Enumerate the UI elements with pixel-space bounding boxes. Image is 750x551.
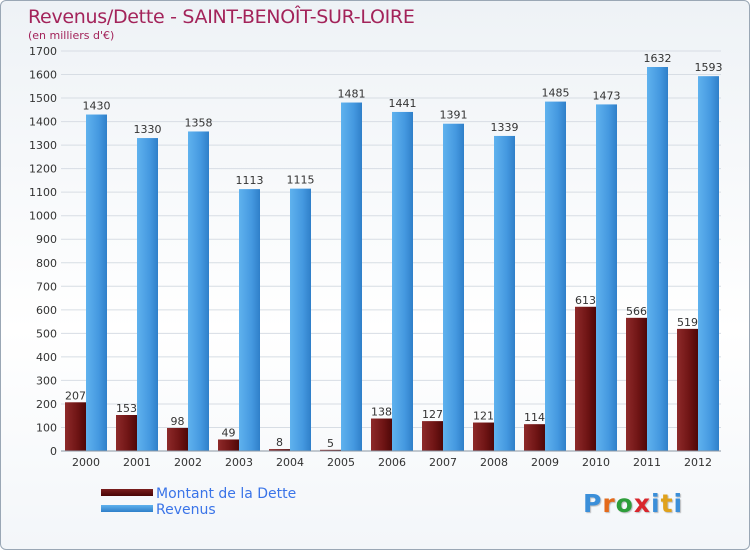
x-tick-label: 2007 xyxy=(429,456,457,469)
bar-dette xyxy=(575,306,596,451)
y-tick-label: 1100 xyxy=(29,186,57,199)
x-tick-label: 2003 xyxy=(225,456,253,469)
data-label-revenus: 1115 xyxy=(287,174,315,187)
bar-dette xyxy=(167,427,188,451)
chart-subtitle: (en milliers d'€) xyxy=(28,29,115,42)
proxiti-logo: Proxiti xyxy=(583,489,683,518)
data-label-revenus: 1339 xyxy=(491,121,519,134)
logo-letter: i xyxy=(651,489,661,518)
x-tick-label: 2000 xyxy=(72,456,100,469)
data-label-dette: 49 xyxy=(222,426,236,439)
y-tick-label: 1000 xyxy=(29,210,57,223)
x-tick-label: 2001 xyxy=(123,456,151,469)
data-label-revenus: 1632 xyxy=(644,52,672,65)
data-label-dette: 613 xyxy=(575,294,596,307)
bar-dette xyxy=(218,439,239,451)
data-label-dette: 114 xyxy=(524,411,545,424)
bar-revenus xyxy=(239,189,260,451)
data-label-dette: 121 xyxy=(473,410,494,423)
bar-revenus xyxy=(698,76,719,452)
data-label-dette: 207 xyxy=(65,389,86,402)
data-label-dette: 519 xyxy=(677,316,698,329)
legend-label-dette: Montant de la Dette xyxy=(156,486,297,502)
bar-dette xyxy=(269,449,290,451)
x-tick-label: 2011 xyxy=(633,456,661,469)
data-label-revenus: 1593 xyxy=(695,61,723,74)
bar-revenus xyxy=(137,138,158,451)
data-label-revenus: 1391 xyxy=(440,109,468,122)
y-tick-label: 1300 xyxy=(29,139,57,152)
x-tick-label: 2004 xyxy=(276,456,304,469)
bar-revenus xyxy=(188,131,209,451)
legend-swatch-revenus xyxy=(101,505,153,512)
logo-letter: x xyxy=(633,489,651,518)
y-tick-label: 0 xyxy=(50,445,57,458)
y-tick-label: 500 xyxy=(36,327,57,340)
bar-dette xyxy=(320,449,341,451)
y-tick-label: 400 xyxy=(36,351,57,364)
bar-dette xyxy=(677,328,698,451)
x-tick-label: 2009 xyxy=(531,456,559,469)
data-label-dette: 138 xyxy=(371,406,392,419)
bar-revenus xyxy=(443,123,464,452)
legend-swatch-dette xyxy=(101,489,153,496)
bar-revenus xyxy=(596,104,617,451)
y-tick-label: 1200 xyxy=(29,163,57,176)
bar-dette xyxy=(473,422,494,451)
y-tick-label: 200 xyxy=(36,398,57,411)
data-label-revenus: 1430 xyxy=(83,100,111,113)
bar-revenus xyxy=(86,114,107,451)
x-tick-label: 2002 xyxy=(174,456,202,469)
bar-revenus xyxy=(494,135,515,452)
x-tick-label: 2006 xyxy=(378,456,406,469)
legend-label-revenus: Revenus xyxy=(156,502,216,518)
y-tick-label: 1500 xyxy=(29,92,57,105)
data-label-revenus: 1330 xyxy=(134,123,162,136)
logo-letter: i xyxy=(673,489,684,518)
bar-dette xyxy=(524,424,545,451)
y-tick-label: 1600 xyxy=(29,69,57,82)
bar-dette xyxy=(65,402,86,451)
y-tick-label: 700 xyxy=(36,280,57,293)
bar-dette xyxy=(371,418,392,451)
y-tick-label: 1700 xyxy=(29,45,57,58)
data-label-dette: 153 xyxy=(116,402,137,415)
y-tick-label: 100 xyxy=(36,421,57,434)
y-tick-label: 300 xyxy=(36,374,57,387)
x-tick-label: 2005 xyxy=(327,456,355,469)
logo-letter: r xyxy=(602,489,616,518)
bar-dette xyxy=(626,317,647,451)
y-tick-label: 900 xyxy=(36,233,57,246)
chart-title: Revenus/Dette - SAINT-BENOÎT-SUR-LOIRE xyxy=(28,6,415,28)
y-tick-label: 600 xyxy=(36,304,57,317)
data-label-revenus: 1485 xyxy=(542,87,570,100)
logo-letter: t xyxy=(660,489,674,518)
data-label-dette: 127 xyxy=(422,408,443,421)
data-label-dette: 5 xyxy=(327,437,334,450)
bar-revenus xyxy=(647,67,668,451)
bar-revenus xyxy=(392,111,413,452)
x-tick-label: 2012 xyxy=(684,456,712,469)
y-tick-label: 800 xyxy=(36,257,57,270)
data-label-dette: 8 xyxy=(276,436,283,449)
bar-dette xyxy=(116,415,137,451)
data-label-dette: 98 xyxy=(171,415,185,428)
logo-letter: P xyxy=(583,489,603,518)
bar-revenus xyxy=(341,102,362,451)
data-label-dette: 566 xyxy=(626,305,647,318)
x-tick-label: 2010 xyxy=(582,456,610,469)
data-label-revenus: 1113 xyxy=(236,174,264,187)
data-label-revenus: 1481 xyxy=(338,88,366,101)
data-label-revenus: 1473 xyxy=(593,89,621,102)
bar-revenus xyxy=(290,188,311,451)
logo-letter: o xyxy=(615,489,634,518)
y-tick-label: 1400 xyxy=(29,116,57,129)
bar-dette xyxy=(422,421,443,451)
x-tick-label: 2008 xyxy=(480,456,508,469)
data-label-revenus: 1441 xyxy=(389,97,417,110)
data-label-revenus: 1358 xyxy=(185,116,213,129)
bar-revenus xyxy=(545,101,566,452)
